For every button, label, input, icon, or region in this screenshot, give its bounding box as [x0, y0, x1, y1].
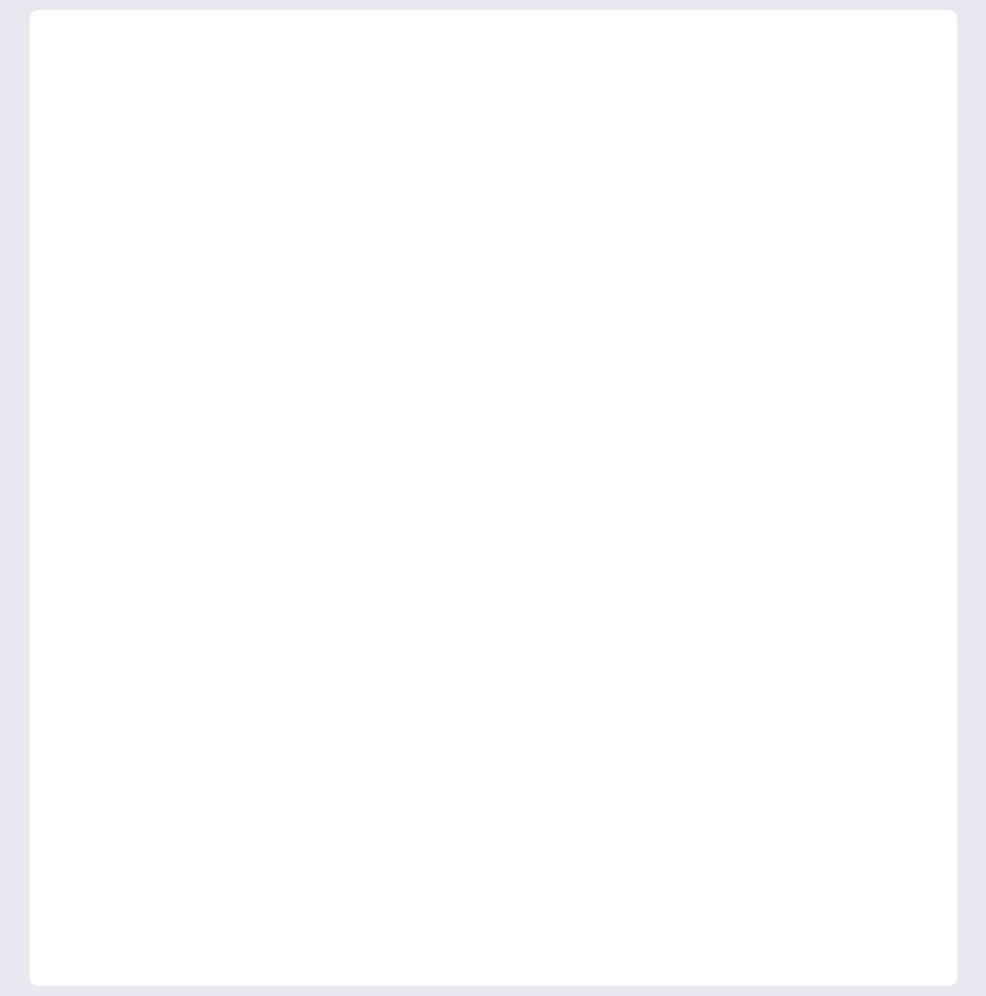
Text: *: *	[850, 40, 866, 70]
Text: Perhatikan senyawa dengan struktur: Perhatikan senyawa dengan struktur	[212, 40, 774, 70]
Text: 3- metil -1- pentanol: 3- metil -1- pentanol	[146, 610, 445, 637]
Text: 3- metal-3- butena: 3- metal-3- butena	[146, 424, 419, 452]
Text: 3-metil -1- butanol: 3-metil -1- butanol	[146, 702, 417, 730]
Text: $\mathrm{CH_3}$: $\mathrm{CH_3}$	[385, 266, 451, 302]
Text: Menurut IUPAC,senyawa tersebut di atas adalah: Menurut IUPAC,senyawa tersebut di atas a…	[79, 330, 747, 358]
Text: 2- metal-3- butena: 2- metal-3- butena	[146, 517, 419, 545]
Text: 3- metil pentanol: 3- metil pentanol	[146, 795, 396, 823]
Text: $\mathrm{CH_3 - CH_2 - CH - CH_2 - CH_2 - OH}$: $\mathrm{CH_3 - CH_2 - CH - CH_2 - CH_2 …	[99, 186, 682, 222]
Text: berikut :: berikut :	[79, 78, 206, 108]
